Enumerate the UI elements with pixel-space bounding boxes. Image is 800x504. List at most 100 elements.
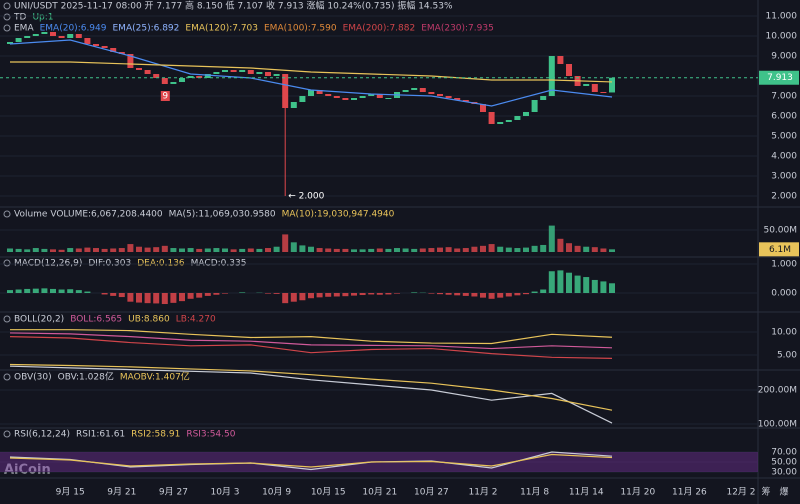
volume-bar [127, 244, 134, 252]
macd-bar [187, 293, 194, 299]
volume-bar [153, 247, 160, 252]
td-box [160, 91, 170, 101]
volume-bar [505, 247, 512, 252]
volume-bar [101, 248, 108, 252]
corner-icon[interactable]: 爆 [779, 486, 788, 498]
y-tick-label: 100.00M [758, 420, 797, 430]
candle-body [419, 88, 426, 92]
candle-body [385, 98, 392, 99]
candle-body [101, 46, 108, 48]
x-tick-label: 10月 15 [311, 487, 346, 498]
candle-body [333, 96, 340, 98]
y-tick-label: 6.000 [771, 112, 797, 122]
header-icon [3, 315, 11, 323]
volume-bar [256, 248, 263, 252]
candle-body [540, 96, 547, 100]
volume-bar [170, 248, 177, 252]
candle-body [247, 70, 254, 74]
header-icon [3, 24, 11, 32]
macd-bar [265, 293, 271, 294]
macd-bar [462, 293, 469, 296]
corner-icon[interactable]: 筹 [761, 486, 770, 498]
macd-bar [170, 293, 177, 303]
macd-bar [540, 289, 547, 293]
header-icon [3, 13, 11, 21]
candle-body [325, 94, 332, 96]
macd-bar [497, 293, 504, 298]
macd-bar [600, 281, 607, 293]
candle-body [127, 54, 134, 68]
macd-bar [118, 293, 125, 298]
x-tick-label: 9月 21 [107, 487, 136, 498]
candle-body [411, 88, 418, 90]
macd-bar [566, 272, 572, 293]
volume-bar [411, 248, 418, 252]
candle-body [204, 74, 211, 78]
macd-bar [41, 288, 48, 293]
candle-body [480, 104, 486, 112]
header-icon [3, 210, 11, 218]
candle-body [273, 74, 280, 76]
macd-bar [273, 293, 280, 294]
macd-bar [179, 293, 185, 302]
y-tick-label: 3.000 [771, 172, 797, 182]
volume-bar [531, 245, 538, 252]
macd-bar [84, 291, 91, 293]
macd-bar [222, 293, 228, 294]
macd-bar [213, 293, 220, 295]
y-tick-label: 2.000 [771, 192, 797, 202]
macd-bar [359, 293, 366, 296]
volume-bar [557, 238, 564, 252]
volume-bar [75, 248, 82, 252]
candle-body [50, 32, 56, 36]
candle-body [170, 82, 177, 84]
macd-bar [7, 290, 13, 293]
volume-bar [187, 248, 194, 252]
header-text: OBV(30) [14, 373, 52, 383]
x-tick-label: 9月 15 [56, 487, 85, 498]
macd-bar [75, 290, 82, 293]
candle-body [136, 68, 142, 70]
candle-body [196, 76, 203, 78]
macd-bar [480, 293, 486, 298]
candle-body [523, 112, 529, 116]
volume-bar [239, 248, 246, 252]
indicator-line [9, 336, 613, 359]
volume-bar [24, 249, 31, 252]
macd-bar [548, 271, 555, 293]
volume-bar [600, 248, 607, 252]
candle-body [428, 92, 435, 94]
macd-bar [282, 293, 289, 304]
volume-bar [385, 248, 392, 252]
y-tick-label: 7.000 [771, 92, 797, 102]
candle-body [265, 72, 271, 76]
macd-bar [32, 288, 39, 293]
x-tick-label: 10月 27 [414, 487, 449, 498]
macd-bar [523, 293, 529, 295]
volume-bar [161, 245, 168, 252]
volume-bar [376, 248, 383, 252]
candle-body [75, 34, 82, 38]
macd-bar [514, 293, 521, 296]
macd-bar [488, 293, 495, 299]
candle-body [161, 78, 168, 84]
macd-bar [591, 279, 598, 293]
macd-bar [101, 293, 108, 295]
header-text: UB:8.860 [128, 315, 170, 325]
header-text: TD [13, 13, 26, 23]
macd-bar [196, 293, 203, 298]
header-icon [3, 2, 11, 10]
macd-bar [394, 293, 400, 294]
candle-body [84, 38, 91, 44]
volume-bar [93, 248, 99, 252]
volume-bar [136, 246, 142, 252]
x-tick-label: 9月 27 [159, 487, 188, 498]
header-text: UNI/USDT 2025-11-17 08:00 开 7.177 高 8.15… [14, 0, 453, 12]
candle-body [299, 96, 306, 102]
macd-bar [144, 293, 151, 304]
macd-bar [308, 293, 314, 299]
volume-bar [514, 248, 521, 252]
y-tick-label: 9.000 [771, 52, 797, 62]
header-text: Up:1 [32, 13, 53, 23]
header-icon [3, 373, 11, 381]
